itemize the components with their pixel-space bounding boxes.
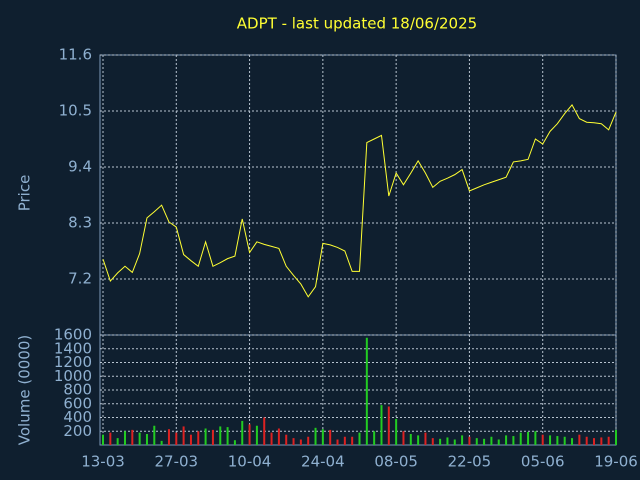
volume-bar <box>571 438 574 445</box>
volume-bar <box>512 436 515 445</box>
volume-bar <box>549 435 552 445</box>
volume-bar <box>182 426 185 445</box>
volume-bar <box>563 436 566 445</box>
volume-bar <box>395 418 398 445</box>
volume-bar <box>615 429 617 445</box>
volume-bar <box>541 434 544 445</box>
volume-bar <box>292 438 295 445</box>
volume-bar <box>109 432 112 445</box>
volume-bar <box>189 434 192 445</box>
volume-bar <box>490 436 493 445</box>
y-tick-label: 8.3 <box>68 214 92 232</box>
volume-bar <box>358 432 361 445</box>
volume-bar <box>248 424 251 445</box>
volume-bar <box>424 432 427 445</box>
volume-bar <box>373 431 376 445</box>
x-tick-label: 05-06 <box>521 453 565 471</box>
y-tick-label: 200 <box>63 422 92 440</box>
panel-frame <box>99 54 617 336</box>
volume-bar <box>453 439 456 445</box>
x-tick-label: 27-03 <box>154 453 198 471</box>
y-tick-label: 800 <box>63 381 92 399</box>
volume-bar <box>475 438 478 445</box>
y-tick-label: 7.2 <box>68 270 92 288</box>
y-tick-label: 9.4 <box>68 158 92 176</box>
volume-bar <box>277 428 280 445</box>
y-tick-label: 600 <box>63 394 92 412</box>
volume-bar <box>351 436 354 445</box>
volume-bar <box>226 427 229 445</box>
volume-bar <box>131 429 134 445</box>
y-axis-label: Volume (0000) <box>16 335 34 445</box>
y-tick-label: 1200 <box>54 353 92 371</box>
volume-bar <box>138 432 141 445</box>
volume-bar <box>167 429 170 445</box>
volume-bar <box>519 432 522 445</box>
volume-bar <box>534 431 537 445</box>
volume-bar <box>527 431 530 445</box>
volume-bar <box>145 434 148 445</box>
volume-bar <box>321 429 324 445</box>
volume-bar <box>593 438 596 445</box>
volume-bar <box>219 426 222 445</box>
volume-bar <box>439 438 442 445</box>
volume-bar <box>336 439 339 445</box>
volume-bar <box>153 425 156 445</box>
volume-bar <box>123 431 126 445</box>
volume-bar <box>197 431 200 445</box>
volume-bar <box>446 437 449 445</box>
y-tick-label: 10.5 <box>59 102 92 120</box>
volume-bar <box>468 436 471 445</box>
volume-bar <box>307 436 310 445</box>
volume-bar <box>556 436 559 445</box>
price-line <box>102 104 617 298</box>
volume-bar <box>380 405 383 445</box>
x-tick-label: 10-04 <box>228 453 272 471</box>
volume-bar <box>314 427 317 445</box>
volume-bar <box>497 439 500 445</box>
volume-bar <box>160 440 163 445</box>
volume-bar <box>585 436 588 445</box>
y-axis-label: Price <box>16 175 34 212</box>
volume-bar <box>607 436 610 445</box>
volume-bar <box>387 406 390 445</box>
volume-bar <box>233 440 236 445</box>
y-tick-label: 1600 <box>54 326 92 344</box>
volume-bar <box>270 432 273 445</box>
y-tick-label: 1000 <box>54 367 92 385</box>
volume-bar <box>409 434 412 445</box>
volume-bar <box>204 428 207 445</box>
x-tick-label: 13-03 <box>81 453 125 471</box>
y-tick-label: 400 <box>63 408 92 426</box>
x-tick-label: 24-04 <box>301 453 345 471</box>
volume-bar <box>299 439 302 445</box>
volume-bar <box>402 431 405 445</box>
volume-bar <box>241 420 244 445</box>
volume-bar <box>431 438 434 445</box>
volume-bar <box>116 438 119 445</box>
volume-bar <box>263 417 266 445</box>
volume-bar <box>365 337 368 445</box>
volume-bar <box>505 435 508 445</box>
volume-bar <box>600 437 603 445</box>
y-tick-label: 11.6 <box>59 46 92 64</box>
y-tick-label: 1400 <box>54 339 92 357</box>
volume-bar <box>255 425 258 445</box>
volume-bar <box>102 434 104 445</box>
volume-bar <box>211 429 214 445</box>
volume-bar <box>285 434 288 445</box>
volume-bar <box>578 434 581 445</box>
x-tick-label: 19-06 <box>594 453 638 471</box>
volume-bar <box>461 435 464 445</box>
x-tick-label: 08-05 <box>374 453 418 471</box>
volume-bar <box>483 438 486 445</box>
volume-bar <box>175 432 178 445</box>
chart-title: ADPT - last updated 18/06/2025 <box>237 15 477 33</box>
volume-bar <box>417 435 420 445</box>
volume-bar <box>329 429 332 445</box>
volume-bar <box>343 436 346 445</box>
x-tick-label: 22-05 <box>448 453 492 471</box>
